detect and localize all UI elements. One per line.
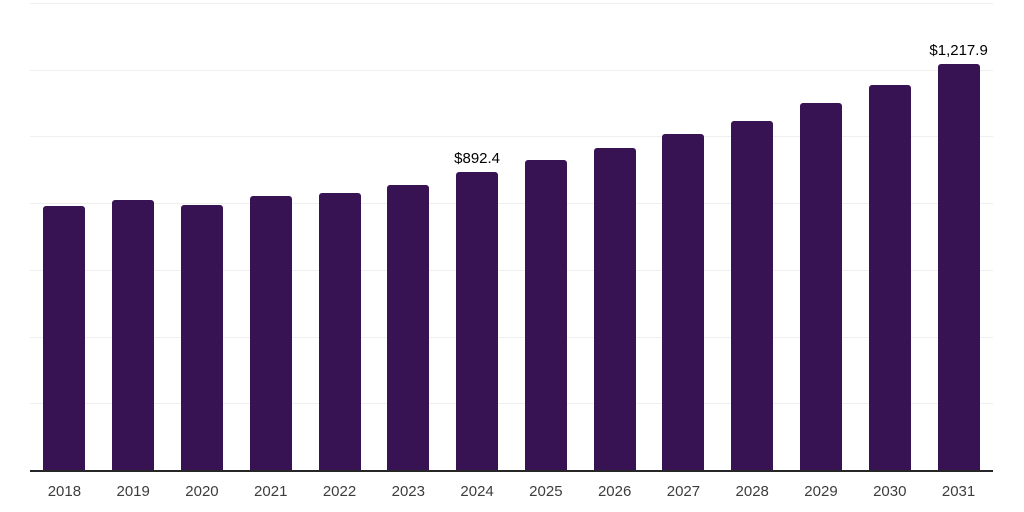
gridline <box>30 403 993 405</box>
bar <box>937 63 980 470</box>
bar <box>456 172 499 470</box>
bar <box>43 206 86 470</box>
bar <box>112 200 155 470</box>
plot-area: $892.4 $1,217.9 <box>30 3 993 472</box>
x-tick-label: 2028 <box>735 483 769 500</box>
gridline <box>30 269 993 271</box>
x-axis-line <box>30 470 993 472</box>
x-tick-label: 2023 <box>391 483 425 500</box>
x-axis-labels: 2018 2019 2020 2021 2022 2023 2024 2025 2026 2027… <box>30 483 993 503</box>
bar <box>731 120 774 470</box>
bar-value-label: $892.4 <box>454 150 501 168</box>
x-tick-label: 2024 <box>460 483 494 500</box>
x-tick-label: 2025 <box>529 483 563 500</box>
bar <box>318 192 361 470</box>
bar <box>593 148 636 470</box>
x-tick-label: 2030 <box>873 483 907 500</box>
gridline <box>30 336 993 338</box>
bar <box>249 196 292 470</box>
x-tick-label: 2029 <box>804 483 838 500</box>
x-tick-label: 2018 <box>47 483 82 500</box>
bar <box>387 185 430 470</box>
gridline <box>30 69 993 71</box>
bar-value-label: $1,217.9 <box>929 41 988 59</box>
bar <box>524 159 567 470</box>
x-tick-label: 2026 <box>597 483 632 500</box>
gridline <box>30 136 993 138</box>
x-tick-label: 2022 <box>322 483 357 500</box>
x-tick-label: 2021 <box>254 483 288 500</box>
bar <box>180 204 223 470</box>
bar <box>800 103 843 470</box>
x-tick-label: 2027 <box>666 483 701 500</box>
x-tick-label: 2019 <box>116 483 150 500</box>
x-tick-label: 2031 <box>941 483 976 500</box>
x-tick-label: 2020 <box>185 483 219 500</box>
bar <box>662 134 705 470</box>
gridline <box>30 3 993 4</box>
bar <box>868 84 911 470</box>
gridline <box>30 203 993 205</box>
